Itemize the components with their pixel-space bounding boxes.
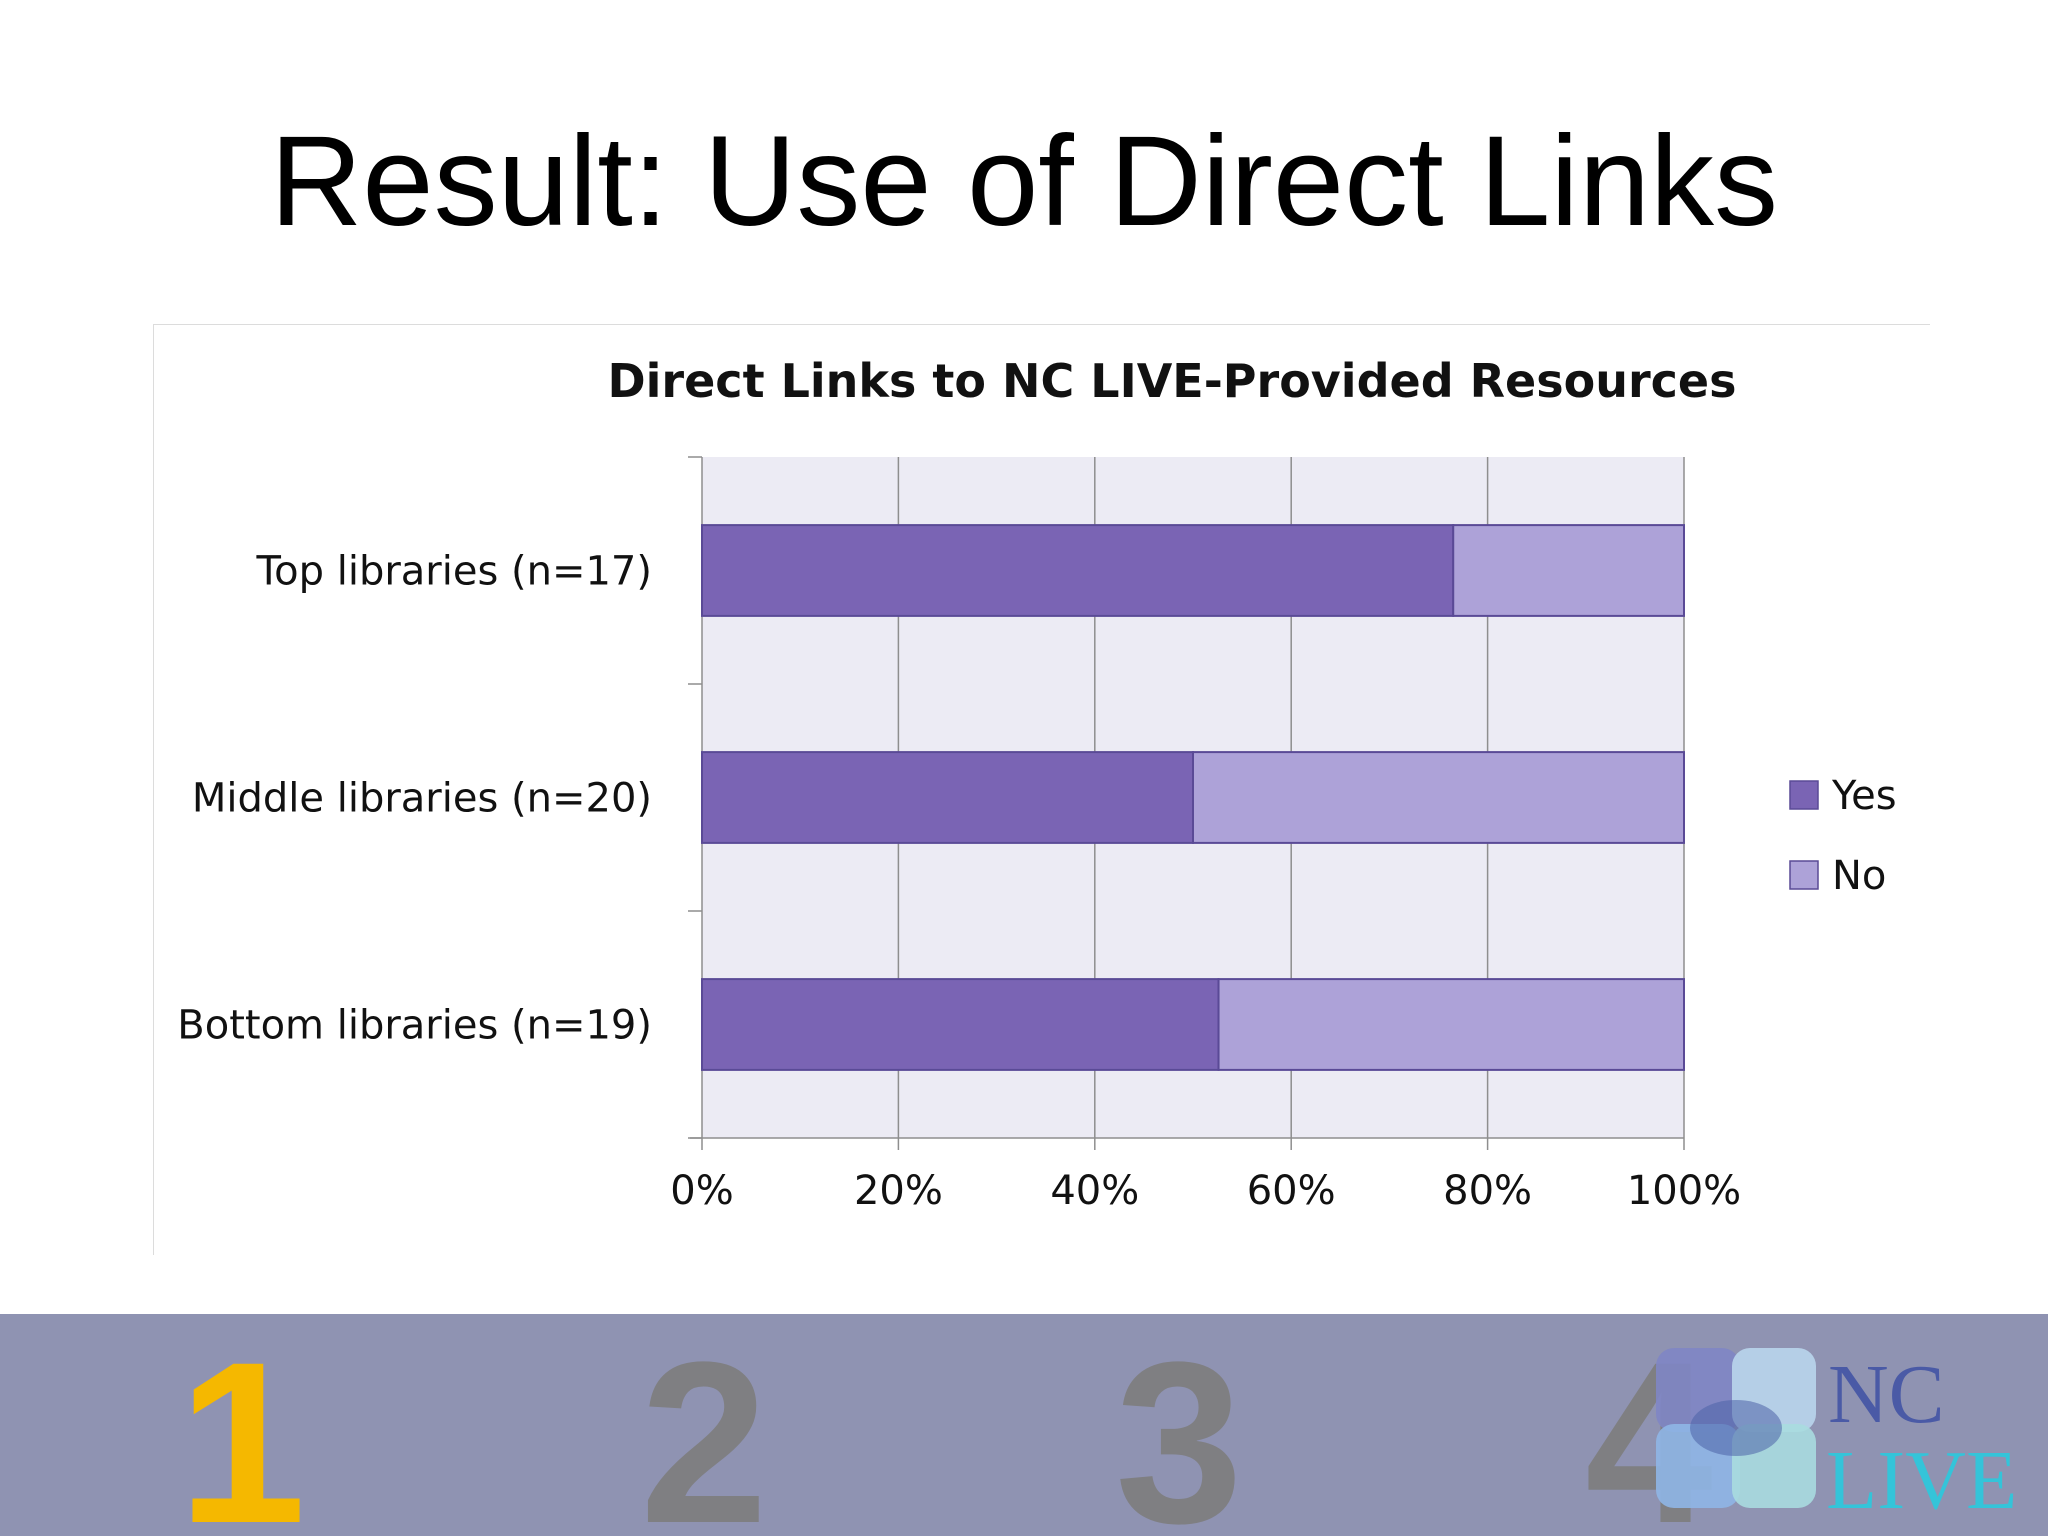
bar-no xyxy=(1452,524,1685,617)
category-label: Top libraries (n=17) xyxy=(256,549,653,595)
category-label: Bottom libraries (n=19) xyxy=(177,1003,652,1049)
x-tick-label: 40% xyxy=(1050,1168,1139,1214)
logo-text-live: LIVE xyxy=(1826,1434,2017,1521)
x-tick-label: 100% xyxy=(1627,1168,1741,1214)
bar-yes xyxy=(701,524,1455,617)
nc-live-logo: NC LIVE xyxy=(1656,1348,2017,1521)
step-2-number: 2 xyxy=(640,1314,768,1536)
slide-title: Result: Use of Direct Links xyxy=(269,110,1779,253)
bar-yes xyxy=(701,751,1194,844)
legend-swatch xyxy=(1789,860,1819,890)
footer-bar: 1 2 3 4 NC LIVE xyxy=(0,1314,2048,1536)
chart-title: Direct Links to NC LIVE-Provided Resourc… xyxy=(607,354,1736,408)
x-tick-label: 20% xyxy=(854,1168,943,1214)
category-label: Middle libraries (n=20) xyxy=(192,776,652,822)
legend-label: Yes xyxy=(1831,773,1897,819)
step-1-number: 1 xyxy=(178,1314,306,1536)
step-3-number: 3 xyxy=(1115,1314,1243,1536)
x-tick-label: 60% xyxy=(1247,1168,1336,1214)
stacked-bar-chart: Direct Links to NC LIVE-Provided Resourc… xyxy=(177,354,1897,1214)
bar-no xyxy=(1217,978,1685,1071)
x-tick-label: 0% xyxy=(670,1168,733,1214)
logo-text-nc: NC xyxy=(1828,1348,1945,1441)
bar-yes xyxy=(701,978,1220,1071)
chart-container: Direct Links to NC LIVE-Provided Resourc… xyxy=(153,324,1930,1255)
legend-label: No xyxy=(1832,853,1886,899)
x-tick-label: 80% xyxy=(1443,1168,1532,1214)
legend-swatch xyxy=(1789,780,1819,810)
bar-no xyxy=(1192,751,1685,844)
